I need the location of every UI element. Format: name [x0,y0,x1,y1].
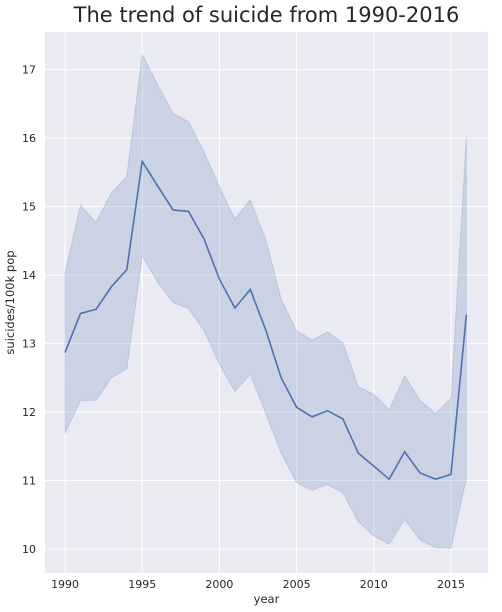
y-tick-label: 15 [22,201,36,214]
y-tick-label: 12 [22,406,36,419]
x-tick-label: 2000 [205,578,233,591]
y-tick-label: 14 [22,269,36,282]
x-tick-label: 2010 [360,578,388,591]
plot-area [45,32,488,573]
x-tick-label: 1990 [51,578,79,591]
y-tick-label: 16 [22,132,36,145]
y-axis-ticks: 10 11 12 13 14 15 16 17 [22,64,36,556]
y-tick-label: 13 [22,338,36,351]
y-tick-label: 11 [22,475,36,488]
series-line [64,159,468,481]
x-tick-label: 2005 [283,578,311,591]
y-tick-label: 10 [22,543,36,556]
chart-title: The trend of suicide from 1990-2016 [73,3,460,27]
x-tick-label: 1995 [128,578,156,591]
x-axis-label: year [254,592,280,606]
y-tick-label: 17 [22,64,36,77]
x-axis-ticks: 1990 1995 2000 2005 2010 2015 [51,578,465,591]
x-tick-label: 2015 [437,578,465,591]
confidence-band [64,52,467,549]
grid [45,32,488,573]
y-axis-label: suicides/100k pop [3,250,17,354]
